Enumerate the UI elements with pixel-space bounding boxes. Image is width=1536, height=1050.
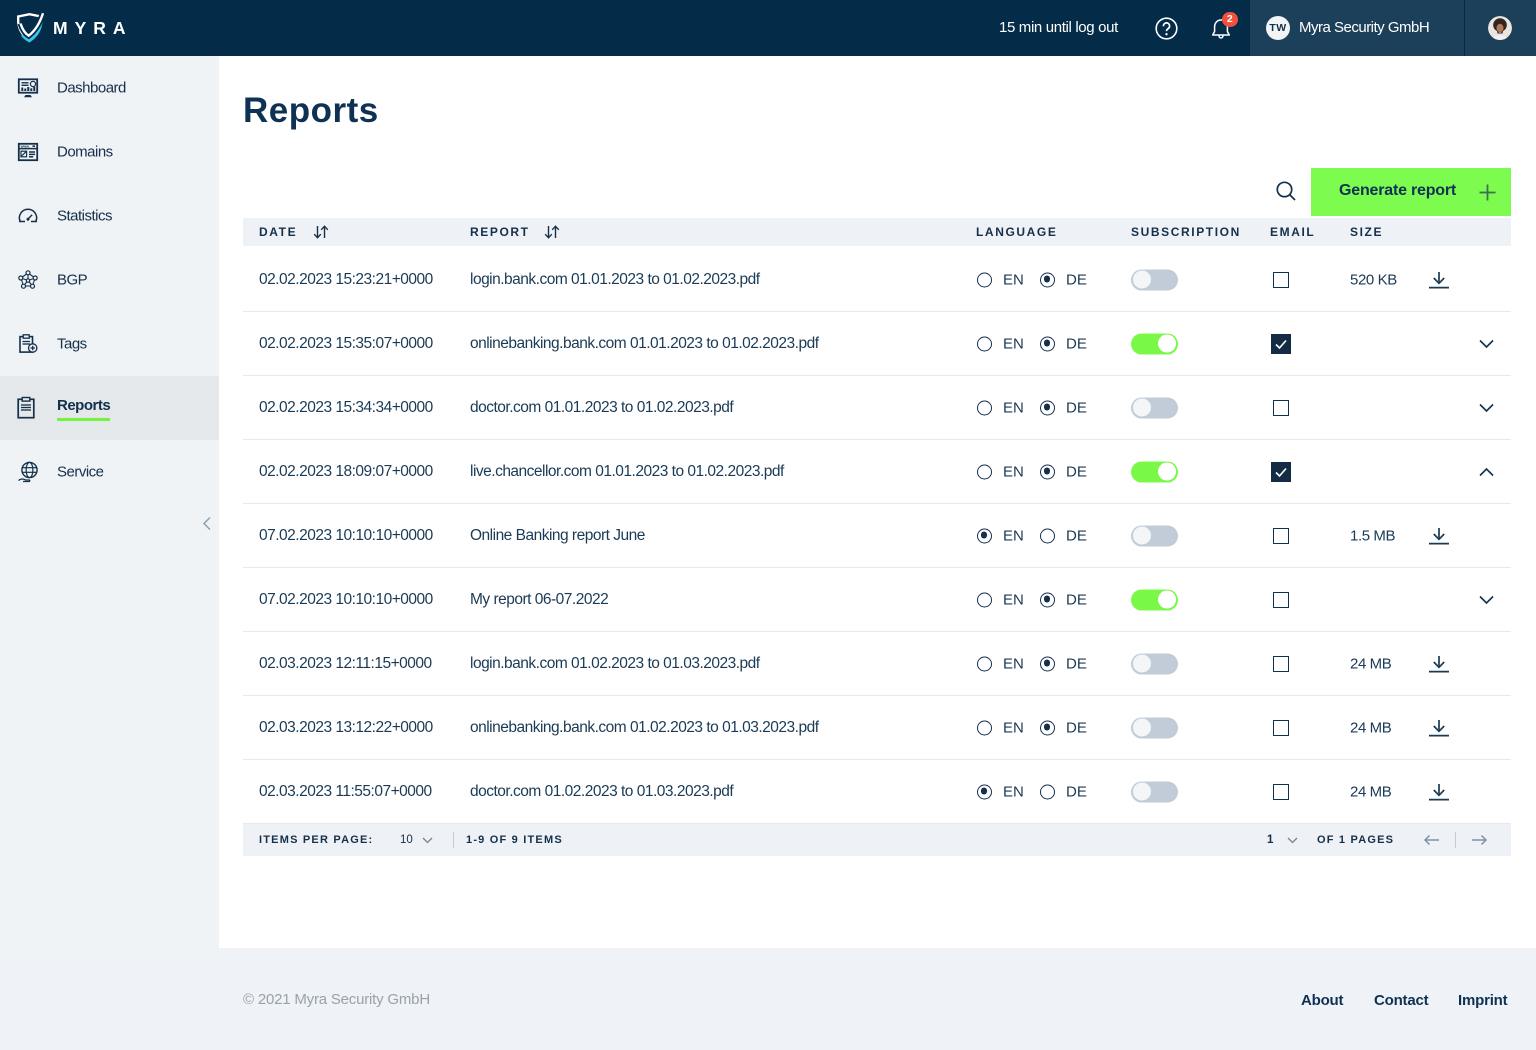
svg-text:www.: www. (20, 145, 30, 149)
